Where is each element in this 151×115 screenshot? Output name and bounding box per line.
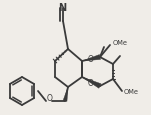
Polygon shape [82, 55, 101, 61]
Polygon shape [63, 87, 68, 102]
Polygon shape [82, 77, 101, 88]
Text: OMe: OMe [113, 40, 128, 46]
Text: N: N [58, 3, 66, 13]
Text: O: O [47, 94, 53, 103]
Text: O: O [88, 55, 94, 64]
Text: O: O [88, 79, 94, 88]
Text: OMe: OMe [124, 88, 139, 94]
